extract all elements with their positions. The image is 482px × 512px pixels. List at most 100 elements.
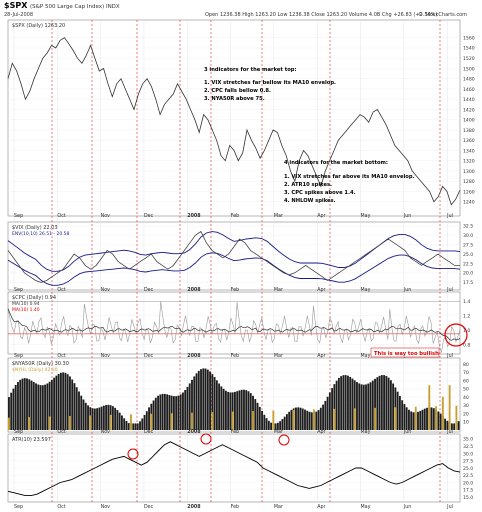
breadth-bar: [35, 383, 37, 430]
vix-series-line: [7, 230, 460, 283]
breadth-bar: [220, 386, 223, 430]
breadth-bar: [347, 375, 349, 430]
y-tick-label: 1440: [463, 97, 475, 103]
breadth-bar: [324, 400, 327, 430]
cpc-series-line: [7, 301, 461, 353]
breadth-bar: [48, 381, 51, 430]
nhl-bar: [28, 417, 31, 430]
breadth-bar: [243, 389, 245, 430]
date-label: 28-Jul-2008: [4, 12, 33, 18]
breadth-bars: [8, 368, 460, 430]
breadth-bar: [28, 379, 31, 430]
breadth-bar: [224, 390, 227, 430]
breadth-bar: [100, 406, 103, 430]
breadth-bar: [453, 423, 456, 430]
breadth-bar: [283, 416, 286, 430]
breadth-bar: [195, 373, 198, 430]
breadth-bar: [349, 376, 352, 430]
nhl-bar: [353, 408, 356, 430]
breadth-bar: [437, 411, 440, 430]
breadth-bar: [21, 378, 24, 430]
breadth-bar: [398, 396, 401, 430]
breadth-bar: [439, 413, 442, 430]
vix-legend-1: $VIX (Daily) 22.03: [12, 225, 58, 231]
breadth-bar: [306, 410, 309, 430]
breadth-bar: [258, 406, 261, 430]
breadth-bar: [102, 405, 105, 430]
breadth-bar: [59, 372, 62, 430]
breadth-bar: [231, 392, 234, 430]
breadth-bar: [401, 400, 404, 430]
y-tick-label: 1540: [463, 46, 475, 52]
breadth-bar: [64, 372, 67, 430]
breadth-bar: [37, 384, 40, 430]
y-tick-label: 1420: [463, 107, 475, 113]
y-tick-label: 17.5: [463, 488, 473, 494]
nhl-bar: [272, 410, 275, 430]
breadth-bar: [91, 408, 94, 430]
breadth-bar: [432, 408, 435, 430]
month-label: Mar: [274, 429, 283, 435]
breadth-bar: [421, 409, 424, 430]
breadth-bar: [356, 382, 358, 430]
breadth-bar: [66, 374, 69, 430]
y-tick-label: 1300: [463, 169, 475, 175]
month-label: Feb: [231, 287, 240, 293]
breadth-bar: [222, 388, 225, 430]
month-label: 2008: [187, 504, 201, 510]
breadth-bar: [39, 385, 42, 430]
y-tick-label: 27.5: [463, 243, 473, 249]
month-label: Apr: [317, 213, 325, 219]
month-label: Jul: [446, 213, 453, 219]
nhl-bar: [333, 408, 336, 430]
breadth-bar: [166, 394, 169, 430]
month-label: May: [361, 429, 371, 435]
breadth-bar: [163, 393, 166, 430]
breadth-bar: [96, 408, 98, 430]
breadth-bar: [62, 372, 65, 430]
breadth-bar: [412, 412, 415, 430]
breadth-bar: [197, 370, 200, 430]
month-label: May: [361, 287, 371, 293]
breadth-bar: [188, 383, 191, 430]
breadth-bar: [383, 375, 386, 430]
month-label: Feb: [231, 213, 240, 219]
month-label: Oct: [57, 287, 65, 293]
nhl-bar: [414, 406, 417, 430]
month-label: Nov: [101, 213, 111, 219]
cpc-ma-line: [7, 308, 461, 341]
breadth-bar: [78, 391, 80, 430]
breadth-bar: [446, 420, 449, 430]
y-tick-label: 35.0: [463, 437, 473, 443]
bottom-note-title: 4 indicators for the market bottom:: [284, 160, 388, 166]
price-panel: [7, 19, 461, 217]
month-label: Feb: [231, 504, 240, 510]
breadth-bar: [360, 384, 363, 430]
breadth-bar: [132, 423, 135, 430]
breadth-bar: [301, 408, 304, 430]
month-label: Feb: [231, 353, 240, 359]
y-tick-label: 1480: [463, 77, 475, 83]
breadth-bar: [82, 399, 85, 430]
cpc-highlight-circle: [444, 323, 468, 347]
breadth-bar: [247, 391, 250, 430]
y-tick-label: 32.5: [463, 224, 473, 230]
nhl-bar: [109, 414, 112, 430]
warning-box: [370, 347, 440, 358]
breadth-legend-1: $NYA50R (Daily) 30.30: [12, 361, 69, 367]
y-tick-label: 1500: [463, 66, 475, 72]
y-tick-label: 10: [463, 420, 469, 426]
nhl-bar: [170, 413, 173, 430]
price-series-line: [7, 37, 461, 206]
breadth-bar: [371, 380, 374, 430]
breadth-bar: [184, 389, 187, 430]
breadth-bar: [211, 374, 214, 430]
nhl-bar: [448, 385, 451, 430]
breadth-bar: [191, 379, 193, 430]
breadth-bar: [80, 395, 83, 430]
breadth-bar: [304, 409, 306, 430]
breadth-bar: [331, 388, 334, 430]
breadth-bar: [139, 421, 141, 430]
y-tick-label: 1.2: [463, 314, 470, 320]
